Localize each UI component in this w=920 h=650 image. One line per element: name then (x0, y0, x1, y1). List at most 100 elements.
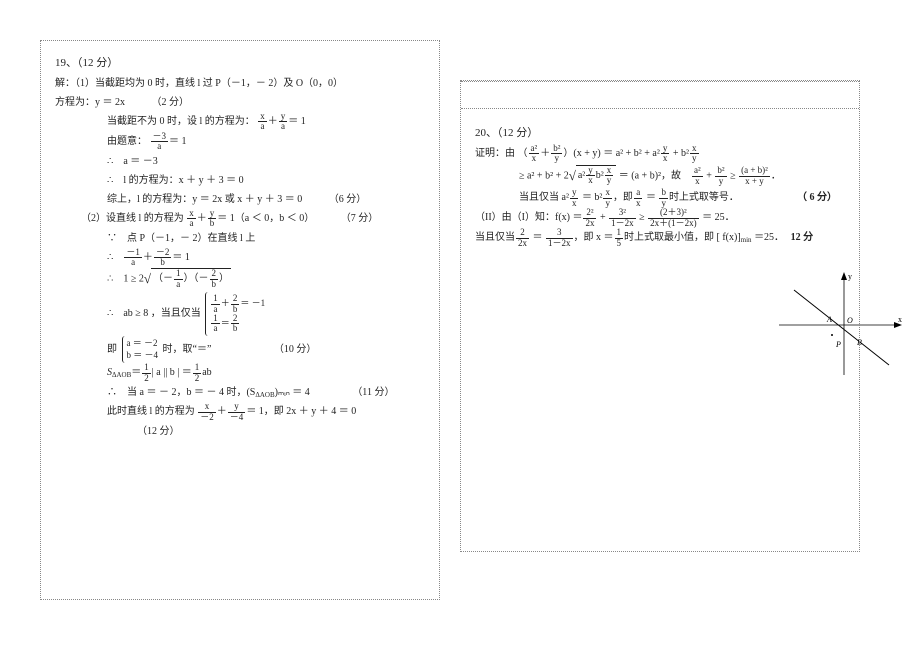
f1: x－2 (198, 402, 216, 422)
tail: 时上式取等号． (669, 193, 739, 204)
txt: 综上，l 的方程为：y ＝ 2x 或 x ＋ y ＋ 3 ＝ 0 (107, 194, 302, 205)
d: b (210, 280, 219, 289)
q19-p2-l4: ∴ ab ≥ 8 ，当且仅当 1a＋2b＝ －1 1a＝2b (55, 292, 425, 336)
d: a (187, 219, 196, 228)
txt: ∴ ab ≥ 8 ，当且仅当 (107, 308, 201, 319)
ge: ≥ (637, 213, 648, 224)
frac: －1a (124, 248, 142, 268)
f2: xy (605, 166, 614, 186)
txt: 此时直线 l 的方程为 (107, 407, 195, 418)
d: 2x＋(1－2x) (648, 219, 699, 228)
dot: ． (771, 170, 781, 181)
d: x (586, 176, 595, 185)
d: b (231, 324, 240, 333)
tail: ＝ 1，即 2x ＋ y ＋ 4 ＝ 0 (246, 407, 356, 418)
pc: ）(x + y) ＝ a² + b² + a² (563, 148, 659, 159)
ta: 时上式取最小值，即 [ f(x)] (624, 232, 741, 243)
txt: ∴ (107, 252, 123, 263)
brace-sol: a ＝ －2 b ＝ －4 (122, 336, 161, 363)
txt: 由题意： (107, 136, 147, 147)
d: y (603, 199, 612, 208)
d: x (692, 177, 703, 186)
f5: (a + b)²x + y (739, 166, 770, 186)
b: b² (596, 170, 604, 181)
r1: a ＝ －2 (127, 338, 159, 350)
f3: a²x (692, 166, 703, 186)
t: ＝ －1 (240, 298, 265, 308)
d: a (174, 280, 183, 289)
q19-p2-l6: SΔAOB＝12| a || b | ＝12ab (55, 363, 425, 383)
f3: (2＋3)²2x＋(1－2x) (648, 208, 699, 228)
f1: yx (586, 166, 595, 186)
sub: ΔAOB (255, 391, 274, 399)
txt: （2）设直线 l 的方程为 (81, 213, 184, 224)
frac-neg3-a: －3a (151, 132, 169, 152)
f2: b²y (551, 144, 562, 164)
f3: ax (634, 188, 643, 208)
q19-line2: 方程为：y ＝ 2x （2 分） (55, 93, 425, 112)
mid: | a || b | ＝ (152, 367, 192, 378)
q20-l2: ≥ a² + b² + 2√a²yxb²xy ＝ (a + b)²，故 a²x … (475, 164, 845, 189)
points-6: （ 6 分） (797, 188, 837, 207)
q20-title: 20、（12 分） (475, 123, 845, 144)
q19-line7: 综上，l 的方程为：y ＝ 2x 或 x ＋ y ＋ 3 ＝ 0 （6 分） (55, 190, 425, 209)
f2: 2b (231, 314, 240, 334)
tail: ＝ 25． (700, 213, 735, 224)
po: （ (518, 148, 528, 159)
d: y (605, 176, 614, 185)
q19-p2-l1: ∵ 点 P（－1，－ 2）在直线 l 上 (55, 229, 425, 248)
half1: 12 (142, 363, 151, 383)
frac2: －2b (154, 248, 172, 268)
brace-system: 1a＋2b＝ －1 1a＝2b (205, 292, 267, 336)
points-11: （11 分） (352, 383, 394, 402)
tb: ＝25． (752, 232, 785, 243)
d: a (258, 122, 267, 131)
txt: 证明：由 (475, 148, 515, 159)
q19-p2-l7: ∴ 当 a ＝ － 2，b ＝ － 4 时，(SΔAOB)ₘᵢₙ ＝ 4 （11… (55, 383, 425, 402)
radical-icon: √ (144, 271, 151, 286)
d: y (690, 154, 699, 163)
m: ＝ b² (579, 193, 602, 204)
f2: y－4 (228, 402, 246, 422)
d: 2x (583, 219, 596, 228)
d: x + y (739, 177, 770, 186)
q20-l5: 当且仅当22x ＝ 31－2x，即 x ＝15时上式取最小值，即 [ f(x)]… (475, 228, 845, 248)
q19-title: 19、（12 分） (55, 53, 425, 74)
a: a² (578, 170, 585, 181)
m2: ，即 (613, 193, 633, 204)
f1: a²x (529, 144, 540, 164)
tail: ＝ 1 (169, 136, 187, 147)
q19-p2-l3: ∴ 1 ≥ 2√（－1a）（－2b） (55, 267, 425, 292)
f1: yx (570, 188, 579, 208)
d: 5 (615, 239, 624, 248)
points-2: （2 分） (152, 93, 190, 112)
d: y (551, 154, 562, 163)
f1: 22x (516, 228, 529, 248)
d: －2 (198, 413, 216, 422)
points-10: （10 分） (274, 340, 317, 359)
eq: ＝ (a + b)²，故 (616, 170, 691, 181)
d: b (208, 219, 217, 228)
f3: yx (661, 144, 670, 164)
q20-l4: （II）由（I）知：f(x) ＝2²2x + 3²1－2x ≥ (2＋3)²2x… (475, 208, 845, 228)
f4: xy (690, 144, 699, 164)
f: 1a (211, 314, 220, 334)
txt: （II）由（I）知：f(x) ＝ (475, 213, 582, 224)
f1: 1a (174, 269, 183, 289)
brace-row2: 1a＝2b (210, 314, 265, 334)
sub: ΔAOB (112, 371, 131, 379)
points-7: （7 分） (341, 209, 379, 228)
f4: by (659, 188, 668, 208)
d: 1－2x (609, 219, 636, 228)
d: －4 (228, 413, 246, 422)
d: 2 (142, 374, 151, 383)
q19-p2-l2: ∴ －1a＋－2b＝ 1 (55, 248, 425, 268)
m2: + b² (670, 148, 689, 159)
q19-line5: ∴ a ＝ －3 (55, 152, 425, 171)
frac-y-b: yb (208, 209, 217, 229)
brace-row1: 1a＋2b＝ －1 (210, 294, 265, 314)
f2: xy (603, 188, 612, 208)
d: x (529, 154, 540, 163)
d: x (661, 154, 670, 163)
d: y (715, 177, 726, 186)
